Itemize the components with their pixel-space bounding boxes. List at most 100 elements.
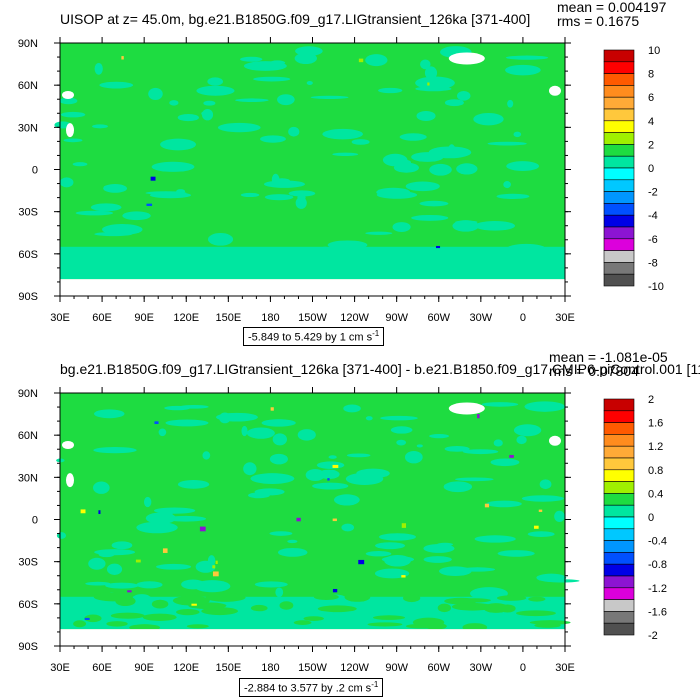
island-mask [66, 473, 74, 488]
field-patch [240, 56, 263, 62]
x-tick-label: 120E [173, 312, 199, 324]
field-patch [207, 77, 224, 86]
colorbar-label: -2 [648, 630, 658, 642]
field-patch [243, 61, 287, 71]
field-patch [343, 404, 361, 413]
colorbar-label: -0.4 [648, 536, 667, 548]
field-patch [177, 480, 210, 489]
anomaly-speckle [435, 245, 441, 249]
x-tick-label: 30E [555, 312, 575, 324]
field-patch [505, 64, 541, 76]
field-patch [365, 551, 392, 557]
y-tick-label: 30S [18, 207, 38, 219]
anomaly-speckle [150, 176, 156, 181]
field-patch [59, 177, 74, 188]
x-tick-label: 120W [340, 312, 369, 324]
anomaly-speckle [199, 526, 206, 532]
colorbar-swatch [603, 49, 635, 63]
field-patch [92, 124, 108, 129]
range-label-box: -5.849 to 5.429 by 1 cm s-1 [243, 327, 385, 346]
field-patch [279, 601, 294, 610]
field-patch [344, 592, 371, 602]
field-patch [186, 581, 220, 589]
field-patch [420, 59, 431, 70]
field-patch [374, 568, 410, 579]
field-patch [293, 620, 312, 625]
field-patch [287, 539, 298, 544]
y-tick-label: 60N [18, 80, 38, 92]
y-tick-label: 0 [32, 515, 38, 527]
anomaly-speckle [80, 509, 86, 514]
field-patch [111, 541, 133, 550]
colorbar-swatch [603, 563, 635, 577]
y-tick-label: 90S [18, 641, 38, 653]
anomaly-speckle [215, 560, 218, 565]
y-tick-label: 60S [18, 599, 38, 611]
field-patch [474, 535, 516, 543]
y-tick-label: 90N [18, 38, 38, 50]
colorbar-swatch [603, 120, 635, 133]
field-patch [396, 439, 407, 446]
field-patch [429, 433, 450, 439]
field-patch [84, 614, 102, 623]
colorbar-label: -10 [648, 281, 664, 293]
field-patch [92, 481, 110, 494]
stat-mean: mean = 0.004197 [557, 0, 667, 15]
field-patch [516, 435, 527, 445]
anomaly-speckle [98, 510, 101, 515]
anomaly-speckle [401, 575, 406, 578]
anomaly-speckle [332, 518, 337, 522]
colorbar-swatch [603, 410, 635, 423]
field-patch [151, 161, 195, 172]
field-patch [250, 473, 295, 484]
field-patch [143, 496, 152, 508]
field-patch [392, 222, 411, 232]
field-patch [169, 100, 179, 106]
field-patch [404, 450, 423, 464]
x-tick-label: 30W [470, 662, 493, 674]
field-patch [277, 94, 295, 106]
field-patch [294, 52, 317, 64]
field-patch [322, 128, 363, 140]
colorbar-label: -8 [648, 257, 658, 269]
colorbar-swatch [603, 144, 635, 157]
colorbar-swatch [603, 73, 635, 86]
field-patch [179, 404, 209, 409]
x-tick-label: 0 [520, 662, 526, 674]
anomaly-speckle [538, 509, 543, 512]
colorbar-swatch [603, 622, 635, 636]
colorbar-label: 1.2 [648, 441, 663, 453]
field-patch [437, 603, 452, 613]
field-patch [328, 455, 337, 459]
colorbar-swatch [603, 481, 635, 494]
colorbar-swatch [603, 179, 635, 192]
x-tick-label: 90E [134, 312, 154, 324]
x-tick-label: 90W [385, 312, 408, 324]
colorbar-swatch [603, 61, 635, 74]
field-patch [160, 138, 197, 151]
field-patch [378, 87, 403, 94]
field-patch [165, 419, 209, 427]
anomaly-speckle [212, 571, 219, 577]
field-patch [423, 543, 455, 553]
anomaly-speckle [84, 617, 90, 620]
field-patch [493, 439, 503, 447]
field-patch [545, 579, 580, 583]
field-patch [305, 468, 325, 482]
colorbar-swatch [603, 132, 635, 145]
colorbar-swatch [603, 469, 635, 482]
x-tick-label: 30E [555, 662, 575, 674]
x-tick-label: 90E [134, 662, 154, 674]
field-patch [399, 133, 427, 141]
field-patch [428, 146, 472, 159]
field-patch [454, 477, 494, 482]
field-patch [165, 515, 207, 522]
field-patch [243, 462, 257, 476]
field-patch [105, 582, 139, 589]
field-patch [156, 563, 192, 570]
field-patch [496, 193, 530, 200]
field-patch [455, 220, 478, 224]
colorbar-swatch [603, 214, 635, 228]
field-patch [515, 610, 556, 617]
x-tick-label: 150E [215, 312, 241, 324]
